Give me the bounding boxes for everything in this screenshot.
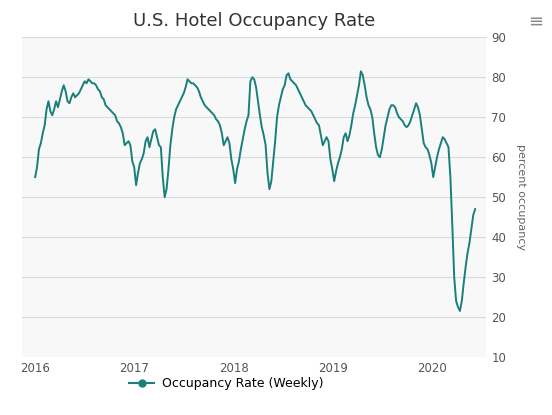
Legend: Occupancy Rate (Weekly): Occupancy Rate (Weekly) (124, 372, 328, 395)
Y-axis label: percent occupancy: percent occupancy (516, 144, 526, 250)
Title: U.S. Hotel Occupancy Rate: U.S. Hotel Occupancy Rate (133, 12, 375, 30)
Text: ≡: ≡ (529, 12, 544, 30)
